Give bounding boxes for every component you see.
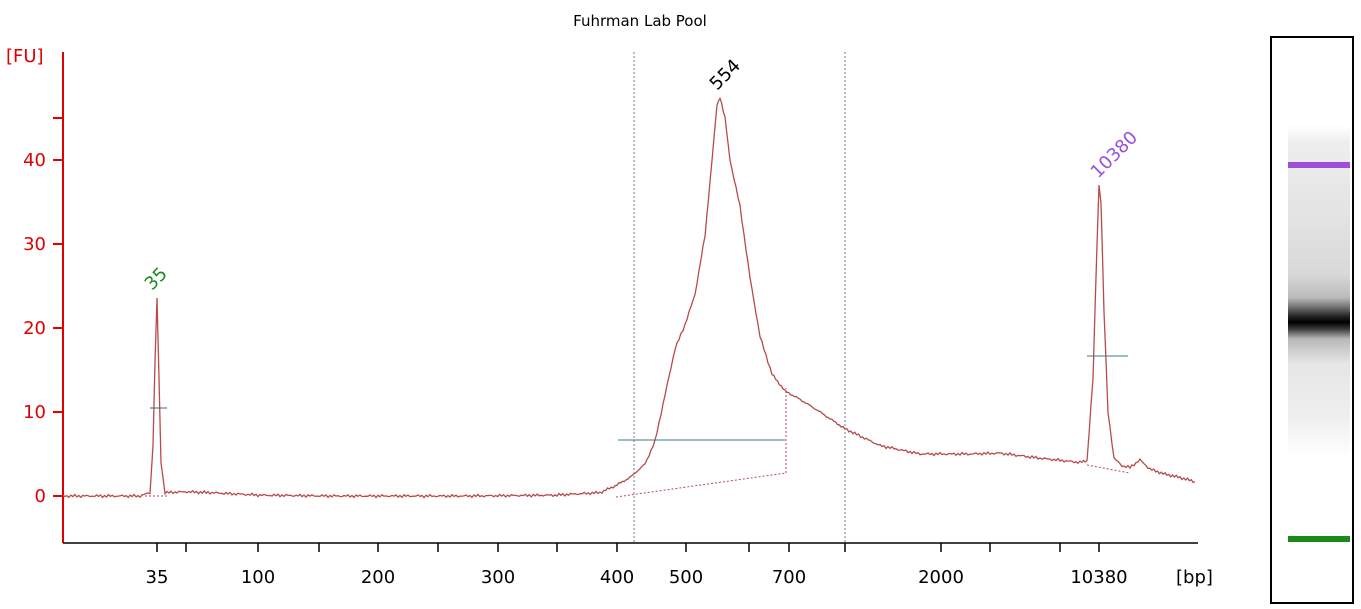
y-tick-label: 0	[35, 486, 46, 507]
trace-line	[62, 96, 1196, 499]
x-tick-label: 400	[600, 567, 634, 588]
y-tick-label: 30	[23, 234, 46, 255]
x-tick-label: 500	[669, 567, 703, 588]
gel-smear	[1288, 126, 1350, 456]
baseline-554	[615, 472, 787, 498]
peak-label-10380: 10380	[1087, 127, 1142, 182]
x-tick-label: 100	[241, 567, 275, 588]
x-tick-label: 300	[481, 567, 515, 588]
x-tick-label: 700	[772, 567, 806, 588]
x-tick-label: 35	[146, 567, 169, 588]
chart-title: Fuhrman Lab Pool	[573, 12, 707, 30]
y-ticks: 0 10 20 30 40	[23, 117, 63, 507]
x-tick-label: 2000	[918, 567, 964, 588]
x-tick-label: 10380	[1070, 567, 1127, 588]
y-tick-label: 10	[23, 402, 46, 423]
y-axis-unit-label: [FU]	[6, 46, 44, 67]
peak-label-35: 35	[141, 263, 172, 294]
x-axis-unit-label: [bp]	[1176, 567, 1213, 588]
upper-marker-band	[1288, 162, 1350, 168]
x-tick-label: 200	[361, 567, 395, 588]
peak-label-554: 554	[706, 55, 745, 94]
lower-marker-band	[1288, 536, 1350, 542]
x-ticks: 35 100 200 300 400 500 700 2000 10380	[146, 543, 1128, 588]
gel-lane	[1270, 36, 1354, 604]
y-tick-label: 40	[23, 150, 46, 171]
y-tick-label: 20	[23, 318, 46, 339]
baseline-10380	[1086, 464, 1131, 474]
